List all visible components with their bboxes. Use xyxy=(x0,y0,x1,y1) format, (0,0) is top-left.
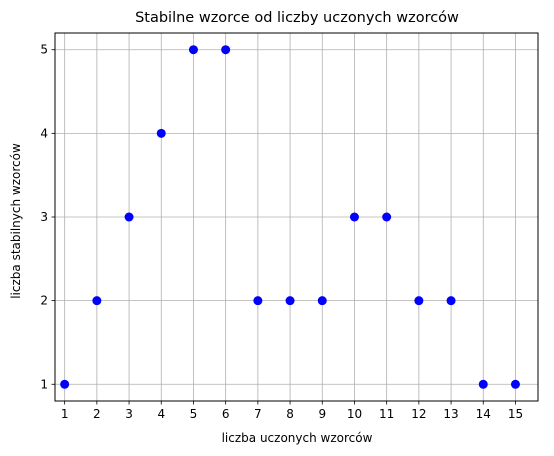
x-tick-label: 4 xyxy=(157,407,165,421)
data-point xyxy=(349,212,359,222)
data-point xyxy=(188,45,198,55)
x-axis-label: liczba uczonych wzorców xyxy=(222,431,373,445)
data-point xyxy=(156,128,166,138)
y-axis-ticks: 1 2 3 4 5 xyxy=(40,43,55,391)
data-point xyxy=(285,296,295,306)
x-tick-label: 12 xyxy=(411,407,426,421)
x-tick-label: 10 xyxy=(347,407,362,421)
data-point xyxy=(317,296,327,306)
data-point xyxy=(414,296,424,306)
x-tick-label: 9 xyxy=(318,407,326,421)
x-tick-label: 5 xyxy=(190,407,198,421)
grid xyxy=(55,33,538,401)
data-points xyxy=(60,45,520,389)
data-point xyxy=(60,379,70,389)
chart-title: Stabilne wzorce od liczby uczonych wzorc… xyxy=(135,10,459,26)
x-tick-label: 8 xyxy=(286,407,294,421)
x-tick-label: 1 xyxy=(61,407,69,421)
data-point xyxy=(478,379,488,389)
x-tick-label: 2 xyxy=(93,407,101,421)
y-axis-label: liczba stabilnych wzorców xyxy=(9,143,23,299)
data-point xyxy=(124,212,134,222)
y-tick-label: 1 xyxy=(40,377,48,391)
x-tick-label: 14 xyxy=(476,407,491,421)
y-tick-label: 4 xyxy=(40,126,48,140)
x-tick-label: 13 xyxy=(443,407,458,421)
data-point xyxy=(510,379,520,389)
x-tick-label: 7 xyxy=(254,407,262,421)
x-tick-label: 15 xyxy=(508,407,523,421)
x-tick-label: 11 xyxy=(379,407,394,421)
data-point xyxy=(92,296,102,306)
y-tick-label: 5 xyxy=(40,43,48,57)
x-tick-label: 6 xyxy=(222,407,230,421)
data-point xyxy=(253,296,263,306)
y-tick-label: 3 xyxy=(40,210,48,224)
data-point xyxy=(446,296,456,306)
x-tick-label: 3 xyxy=(125,407,133,421)
data-point xyxy=(221,45,231,55)
data-point xyxy=(382,212,392,222)
y-tick-label: 2 xyxy=(40,294,48,308)
x-axis-ticks: 1 2 3 4 5 6 7 8 9 10 11 12 13 14 15 xyxy=(61,401,523,421)
